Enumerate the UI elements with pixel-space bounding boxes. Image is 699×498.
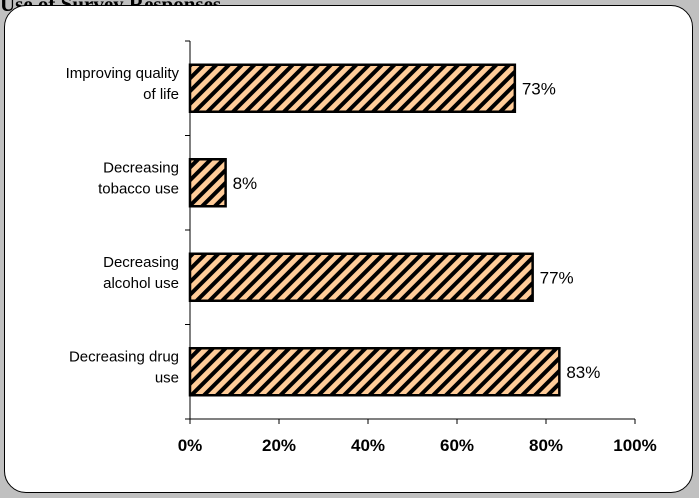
x-tick-label: 100% <box>613 436 656 455</box>
chart-panel: 0% 20% 40% 60% 80% 100% 73% Improving quality of… <box>4 5 693 493</box>
category-label-line: Decreasing <box>103 159 179 176</box>
bar <box>188 63 517 113</box>
plot-area: 0% 20% 40% 60% 80% 100% 73% Improving quality of… <box>66 40 657 455</box>
category-label: Improving quality of life <box>66 65 180 103</box>
x-tick-label: 20% <box>262 436 296 455</box>
x-tick-label: 0% <box>178 436 203 455</box>
category-label: Decreasing tobacco use <box>98 159 179 197</box>
bar <box>188 158 227 208</box>
x-tick-label: 80% <box>529 436 563 455</box>
data-label: 73% <box>522 79 556 98</box>
category-label-line: tobacco use <box>98 180 179 197</box>
category-label: Decreasing drug use <box>69 348 179 386</box>
bar-chart: 0% 20% 40% 60% 80% 100% 73% Improving quality of… <box>66 40 657 455</box>
category-label: Decreasing alcohol use <box>103 254 179 292</box>
bar <box>188 252 534 302</box>
category-label-line: of life <box>143 86 179 103</box>
bar <box>188 347 561 397</box>
category-label-line: Improving quality <box>66 65 180 82</box>
category-label-line: Decreasing drug <box>69 348 179 365</box>
x-tick-label: 40% <box>351 436 385 455</box>
data-label: 77% <box>540 268 574 287</box>
category-label-line: alcohol use <box>103 275 179 292</box>
data-label: 8% <box>233 174 258 193</box>
x-tick-label: 60% <box>440 436 474 455</box>
category-label-line: use <box>155 369 179 386</box>
data-label: 83% <box>566 363 600 382</box>
category-label-line: Decreasing <box>103 254 179 271</box>
